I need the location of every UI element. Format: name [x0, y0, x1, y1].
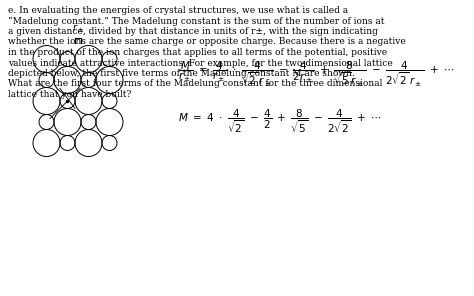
- Text: values indicate attractive interactions. For example, for the two-dimensional la: values indicate attractive interactions.…: [8, 59, 393, 67]
- Text: “Madelung constant.” The Madelung constant is the sum of the number of ions at: “Madelung constant.” The Madelung consta…: [8, 17, 384, 26]
- Text: $r_\pm$: $r_\pm$: [72, 23, 84, 36]
- Text: a given distance, divided by that distance in units of r±, with the sign indicat: a given distance, divided by that distan…: [8, 27, 378, 36]
- Text: whether the ions are the same charge or opposite charge. Because there is a nega: whether the ions are the same charge or …: [8, 38, 406, 46]
- Text: depicted below, the first five terms of the Madelung constant M are shown.: depicted below, the first five terms of …: [8, 69, 355, 78]
- Text: $\dfrac{M}{r_\pm}\ =\ \dfrac{4}{r_\pm}\ \cdot\ \dfrac{4}{\sqrt{2}\,r_\pm}$$\ -\ : $\dfrac{M}{r_\pm}\ =\ \dfrac{4}{r_\pm}\ …: [178, 59, 455, 89]
- Text: in the product of the ion charges that applies to all terms of the potential, po: in the product of the ion charges that a…: [8, 48, 387, 57]
- Text: e. In evaluating the energies of crystal structures, we use what is called a: e. In evaluating the energies of crystal…: [8, 6, 348, 15]
- Text: $M\ =\ 4\ \cdot\ \dfrac{4}{\sqrt{2}}\ -\ \dfrac{4}{2}\ +\ \dfrac{8}{\sqrt{5}}\ -: $M\ =\ 4\ \cdot\ \dfrac{4}{\sqrt{2}}\ -\…: [178, 107, 382, 135]
- Text: What are the first four terms of the Madelung constant for the three dimensional: What are the first four terms of the Mad…: [8, 80, 383, 89]
- Text: lattice that you have built?: lattice that you have built?: [8, 90, 131, 99]
